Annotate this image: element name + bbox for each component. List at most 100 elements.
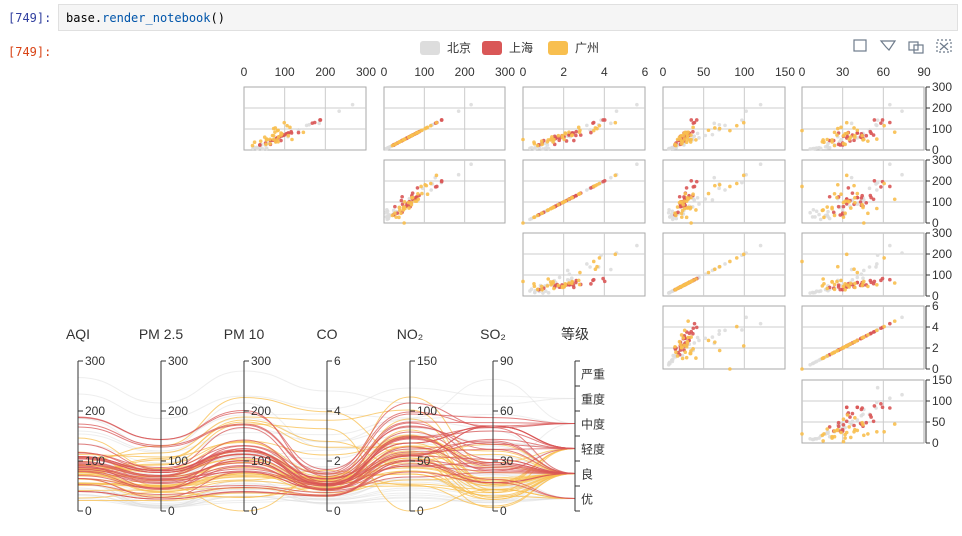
scatter-point <box>800 259 804 264</box>
code-object: base <box>66 11 95 25</box>
scatter-point <box>835 182 840 187</box>
clear-select-icon[interactable] <box>936 39 952 53</box>
scatter-point <box>710 132 715 137</box>
legend-swatch-0[interactable] <box>420 41 440 55</box>
scatter-point <box>691 326 696 331</box>
scatter-point <box>387 214 391 219</box>
legend-label-0[interactable]: 北京 <box>447 41 471 55</box>
scatter-point <box>425 125 430 130</box>
scatter-point <box>673 344 677 349</box>
scatter-point <box>862 268 866 273</box>
scatter-point <box>684 344 689 349</box>
scatter-point <box>595 264 599 269</box>
scatter-point <box>841 439 846 444</box>
scatter-point <box>741 173 746 178</box>
scatter-point <box>818 217 823 222</box>
matrix-cell-0-4 <box>800 86 925 151</box>
scatter-point <box>864 420 869 425</box>
matrix-top-tick-3-3: 150 <box>775 65 795 79</box>
parallel-tick-4-2: 50 <box>417 454 431 468</box>
matrix-top-tick-0-1: 100 <box>275 65 295 79</box>
parallel-tick-5-1: 60 <box>500 404 514 418</box>
scatter-point <box>589 130 593 135</box>
scatter-point <box>683 282 688 287</box>
scatter-point <box>271 126 276 131</box>
scatter-point <box>250 143 255 148</box>
scatter-point <box>268 137 272 142</box>
scatter-point <box>666 291 671 295</box>
scatter-point <box>578 270 582 275</box>
scatter-point <box>694 277 698 281</box>
scatter-point <box>844 252 849 257</box>
scatter-point <box>871 133 876 137</box>
scatter-point <box>741 344 746 348</box>
scatter-point <box>694 118 699 122</box>
scatter-point <box>675 286 680 291</box>
scatter-point <box>577 282 582 287</box>
scatter-point <box>831 210 836 215</box>
keep-select-shape-b <box>913 44 924 54</box>
lasso-select-icon[interactable] <box>879 40 897 51</box>
legend-swatch-1[interactable] <box>482 41 502 55</box>
parallel-axis-name-0: AQI <box>66 326 90 342</box>
matrix-cell-1-2 <box>521 159 646 225</box>
scatter-point <box>576 125 581 130</box>
scatter-point <box>808 291 812 295</box>
matrix-right-tick-4-2: 50 <box>932 415 946 429</box>
scatter-point <box>849 175 854 180</box>
scatter-point <box>420 191 424 196</box>
scatter-point <box>888 102 892 107</box>
scatter-point <box>861 276 865 280</box>
scatter-point <box>384 210 388 215</box>
scatter-point <box>677 339 682 344</box>
parallel-tick-6-1: 重度 <box>581 392 605 407</box>
scatter-point <box>830 434 834 439</box>
scatter-point <box>900 172 904 177</box>
scatter-point <box>836 424 841 429</box>
scatter-point <box>635 243 639 248</box>
code-cell[interactable]: base.render_notebook() <box>58 4 958 31</box>
scatter-point <box>686 319 690 323</box>
keep-select-icon[interactable] <box>908 41 924 54</box>
scatter-point <box>862 221 866 225</box>
scatter-point <box>697 338 701 343</box>
scatter-point <box>843 211 847 215</box>
scatter-point <box>546 277 551 281</box>
scatter-point <box>539 284 544 289</box>
scatter-point <box>689 137 693 142</box>
scatter-point <box>844 419 849 424</box>
legend-label-2[interactable]: 广州 <box>575 41 599 55</box>
scatter-point <box>692 184 697 189</box>
scatter-point <box>853 281 857 286</box>
scatter-point <box>679 215 684 219</box>
scatter-point <box>692 120 697 125</box>
scatter-point <box>830 351 834 356</box>
scatter-point <box>671 145 675 150</box>
scatter-point <box>840 427 845 432</box>
scatter-point <box>589 282 593 286</box>
scatter-point <box>835 279 839 284</box>
scatter-point <box>673 211 677 215</box>
matrix-cell-3-4 <box>800 305 925 371</box>
scatter-point <box>825 205 830 209</box>
scatter-point <box>683 130 688 135</box>
legend-label-1[interactable]: 上海 <box>509 40 533 55</box>
scatter-point <box>614 109 619 113</box>
scatter-point <box>689 329 694 334</box>
scatter-point <box>835 264 840 269</box>
legend-swatch-2[interactable] <box>548 41 568 55</box>
scatter-point <box>675 354 680 358</box>
scatter-point <box>855 191 860 196</box>
scatter-point <box>843 132 847 136</box>
scatter-point <box>872 279 877 284</box>
scatter-point <box>419 128 423 133</box>
cell-frame <box>383 159 506 224</box>
scatter-point <box>841 284 846 289</box>
scatter-point <box>390 213 395 218</box>
scatter-point <box>609 121 613 126</box>
rect-select-icon[interactable] <box>853 39 867 52</box>
scatter-point <box>683 192 688 196</box>
scatter-point <box>717 348 722 353</box>
scatter-point <box>668 215 672 219</box>
